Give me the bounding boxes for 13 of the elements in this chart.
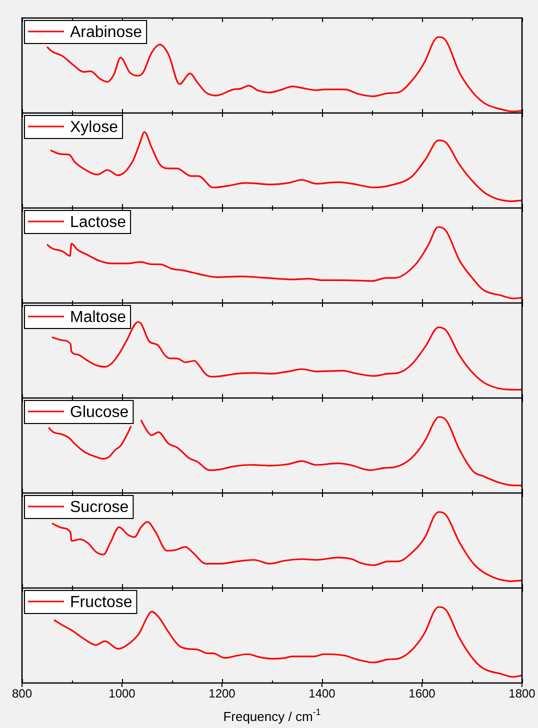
x-tick-label: 800 <box>12 686 32 700</box>
legend-label: Sucrose <box>70 498 129 516</box>
x-tick-label: 1200 <box>208 686 236 700</box>
x-tick-label: 1800 <box>508 686 536 700</box>
x-tick-label: 1600 <box>408 686 436 700</box>
legend-label: Fructose <box>70 594 132 611</box>
legend-label: Maltose <box>70 308 126 326</box>
legend-label: Glucose <box>70 404 129 421</box>
legend-label: Arabinose <box>70 24 142 41</box>
x-tick-label: 1000 <box>108 686 136 700</box>
x-tick-label: 1400 <box>308 686 336 700</box>
legend-label: Lactose <box>70 214 126 231</box>
legend-label: Xylose <box>70 118 118 136</box>
